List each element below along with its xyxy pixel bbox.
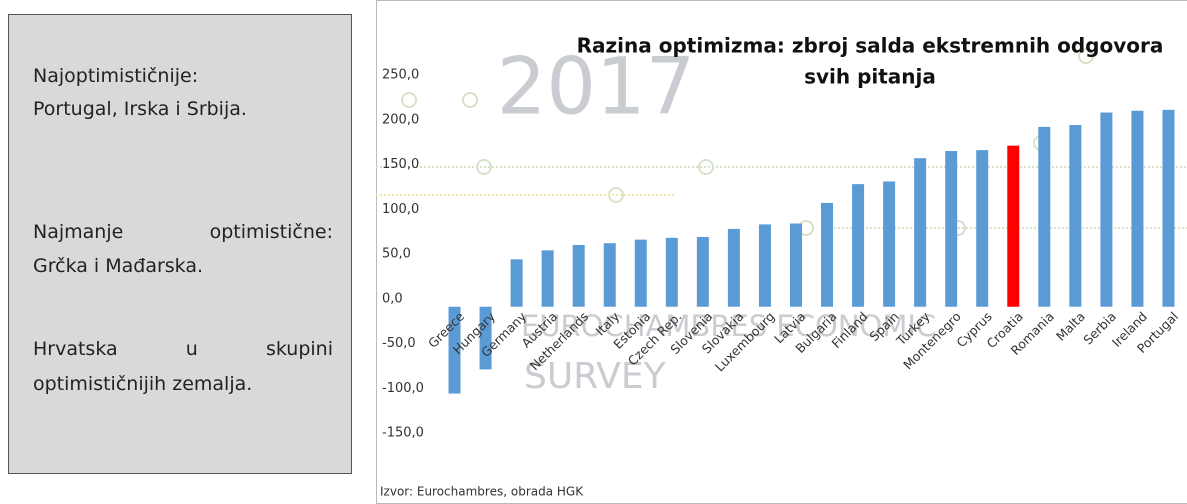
bar — [1007, 145, 1020, 307]
watermark: EUROCHAMBRES ECONOMIC — [521, 309, 936, 343]
chart-frame — [376, 0, 1187, 504]
text-line: Najmanje optimistične: — [33, 221, 333, 243]
chart: 2017 EUROCHAMBRES ECONOMIC SURVEY Razina… — [376, 0, 1187, 504]
source-note: Izvor: Eurochambres, obrada HGK — [380, 485, 584, 499]
bar — [852, 184, 865, 307]
y-tick-label: -100,0 — [382, 381, 424, 396]
bar — [821, 202, 834, 307]
bar — [479, 306, 492, 370]
y-tick-label: 200,0 — [382, 112, 419, 127]
y-tick-label: -150,0 — [382, 426, 424, 441]
bar — [789, 223, 802, 307]
text-line: Hrvatska u skupini — [33, 338, 333, 360]
text-line: Portugal, Irska i Srbija. — [33, 98, 247, 120]
bar — [914, 158, 927, 307]
bar — [665, 237, 678, 307]
text-line: optimističnijih zemalja. — [33, 373, 253, 395]
y-tick-label: 100,0 — [382, 202, 419, 217]
bar — [1131, 110, 1144, 307]
watermark: 2017 — [497, 42, 696, 132]
bar — [883, 181, 896, 307]
y-tick-label: 150,0 — [382, 157, 419, 172]
bar — [603, 243, 616, 307]
watermark: SURVEY — [524, 356, 667, 397]
bar — [1038, 126, 1051, 307]
bar — [572, 244, 585, 307]
chart-title: svih pitanja — [804, 65, 936, 89]
text-box: Najoptimističnije: Portugal, Irska i Srb… — [8, 14, 352, 474]
bar — [696, 236, 709, 307]
chart-title: Razina optimizma: zbroj salda ekstremnih… — [577, 34, 1164, 58]
bar — [976, 150, 989, 307]
bar — [758, 224, 771, 307]
y-tick-label: 0,0 — [382, 291, 403, 306]
y-tick-label: 250,0 — [382, 68, 419, 83]
bar — [727, 228, 740, 307]
bar — [448, 306, 461, 394]
bar — [1100, 112, 1113, 307]
bar — [510, 259, 523, 307]
text-line: Najoptimističnije: — [33, 65, 199, 87]
y-tick-label: -50,0 — [382, 336, 416, 351]
y-tick-label: 50,0 — [382, 247, 411, 262]
bar — [1162, 109, 1175, 307]
bar — [945, 151, 958, 307]
text-line: Grčka i Mađarska. — [33, 255, 204, 277]
bar — [1069, 125, 1082, 307]
bar — [634, 239, 647, 307]
bar — [541, 250, 554, 307]
